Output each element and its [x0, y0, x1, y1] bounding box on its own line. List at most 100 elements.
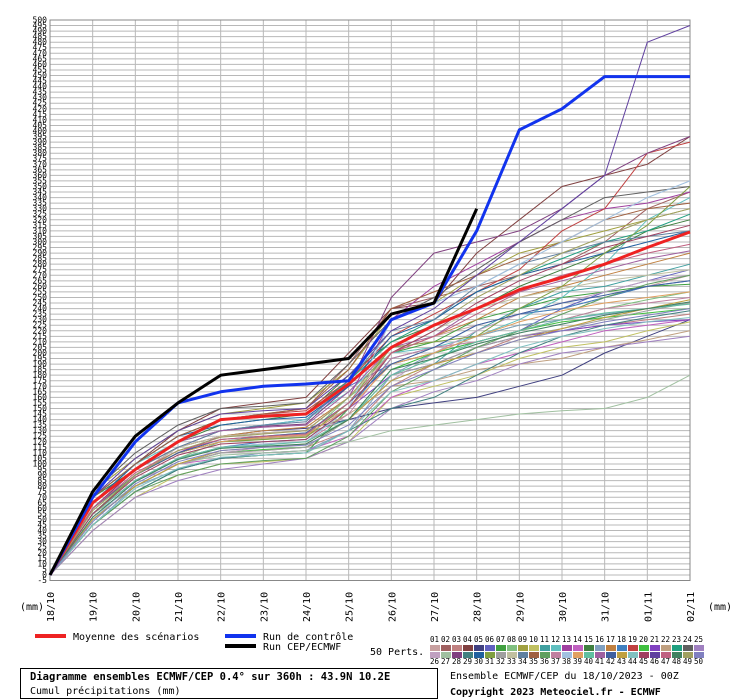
legend-number: 45	[639, 657, 648, 666]
y-tick-label: 150	[33, 404, 48, 413]
y-tick-label: 435	[33, 88, 48, 97]
legend-swatch	[606, 645, 616, 651]
series-line	[49, 274, 691, 576]
plot-frame	[49, 19, 691, 581]
y-tick-label: 45	[37, 521, 47, 530]
x-tick-label: 24/10	[302, 592, 313, 622]
legend-swatch	[518, 645, 528, 651]
legend-swatch	[562, 645, 572, 651]
legend-swatch	[606, 652, 616, 658]
legend-swatch	[551, 645, 561, 651]
legend-number: 38	[562, 657, 572, 666]
legend-number: 46	[650, 657, 660, 666]
legend-number: 36	[540, 657, 550, 666]
legend-number: 29	[463, 657, 472, 666]
x-tick-label: 01/11	[643, 592, 654, 622]
copyright: Copyright 2023 Meteociel.fr - ECMWF	[450, 686, 661, 698]
y-tick-label: 490	[33, 27, 48, 36]
title-box	[20, 668, 438, 699]
y-tick-label: 390	[33, 138, 48, 147]
y-tick-label: 175	[33, 376, 48, 385]
y-tick-label: 455	[33, 65, 48, 74]
series-line	[49, 224, 691, 576]
y-tick-label: 305	[33, 232, 48, 241]
y-tick-label: 440	[33, 82, 48, 91]
y-tick-label: 220	[33, 326, 48, 335]
y-tick-label: 380	[33, 149, 48, 158]
y-tick-label: 30	[37, 537, 47, 546]
y-tick-label: 50	[37, 515, 47, 524]
series-line	[48, 230, 691, 576]
x-tick-label: 22/10	[217, 592, 228, 622]
y-tick-label: 280	[33, 260, 48, 269]
y-tick-label: 110	[33, 448, 48, 457]
series-line	[49, 317, 691, 576]
series-line	[49, 308, 691, 576]
y-tick-label: 145	[33, 410, 48, 419]
y-tick-label: 85	[37, 476, 47, 485]
y-tick-label: 485	[33, 32, 48, 41]
legend-swatch	[694, 652, 704, 658]
legend-number: 06	[485, 635, 495, 644]
series-line	[49, 208, 691, 576]
legend-swatch	[650, 652, 660, 658]
legend-swatch	[474, 645, 484, 651]
legend-number: 33	[507, 657, 516, 666]
y-tick-label: 0	[42, 570, 47, 579]
legend-number: 48	[672, 657, 682, 666]
x-tick-label: 02/11	[686, 592, 697, 622]
legend-number: 43	[617, 657, 626, 666]
legend-swatch	[485, 645, 495, 651]
y-tick-label: 400	[33, 126, 48, 135]
legend-label: Run de contrôle	[263, 631, 353, 643]
y-tick-label: 355	[33, 176, 48, 185]
legend-number: 18	[617, 635, 627, 644]
legend-number: 05	[474, 635, 483, 644]
y-tick-label: 365	[33, 165, 48, 174]
legend-number: 08	[507, 635, 517, 644]
y-tick-label: 235	[33, 310, 48, 319]
y-tick-label: 285	[33, 254, 48, 263]
y-tick-label: 370	[33, 160, 48, 169]
legend-number: 39	[573, 657, 582, 666]
legend-number: 23	[672, 635, 681, 644]
x-tick-label: 21/10	[174, 592, 185, 622]
legend-number: 19	[628, 635, 637, 644]
legend-swatch	[617, 645, 627, 651]
legend-swatch	[584, 645, 594, 651]
y-tick-label: 250	[33, 293, 48, 302]
y-tick-label: 450	[33, 71, 48, 80]
y-tick-label: 325	[33, 210, 48, 219]
y-tick-label: 200	[33, 348, 48, 357]
legend-number: 50	[694, 657, 704, 666]
series-line	[49, 280, 691, 576]
legend-number: 20	[639, 635, 649, 644]
legend-number: 13	[562, 635, 571, 644]
y-tick-label: 180	[33, 371, 48, 380]
y-tick-label: 10	[37, 559, 47, 568]
legend-swatch	[540, 652, 550, 658]
y-tick-label: 310	[33, 226, 48, 235]
legend-swatch	[551, 652, 561, 658]
y-tick-label: -5	[37, 576, 47, 585]
y-tick-label: 195	[33, 354, 48, 363]
y-tick-label: 300	[33, 237, 48, 246]
legend-swatch	[430, 645, 440, 651]
y-tick-label: 40	[37, 526, 47, 535]
series-line	[48, 75, 690, 576]
legend-swatch	[562, 652, 572, 658]
legend-number: 40	[584, 657, 594, 666]
legend-swatch	[452, 645, 462, 651]
legend-number: 02	[441, 635, 450, 644]
x-tick-label: 30/10	[558, 592, 569, 622]
legend-number: 34	[518, 657, 528, 666]
x-tick-label: 26/10	[387, 592, 398, 622]
legend-number: 42	[606, 657, 615, 666]
y-tick-label: 425	[33, 99, 48, 108]
legend-swatch	[496, 652, 506, 658]
y-tick-label: 375	[33, 154, 48, 163]
series-line	[49, 25, 691, 576]
y-tick-label: 15	[37, 554, 47, 563]
legend-number: 15	[584, 635, 593, 644]
legend-swatch	[595, 645, 605, 651]
